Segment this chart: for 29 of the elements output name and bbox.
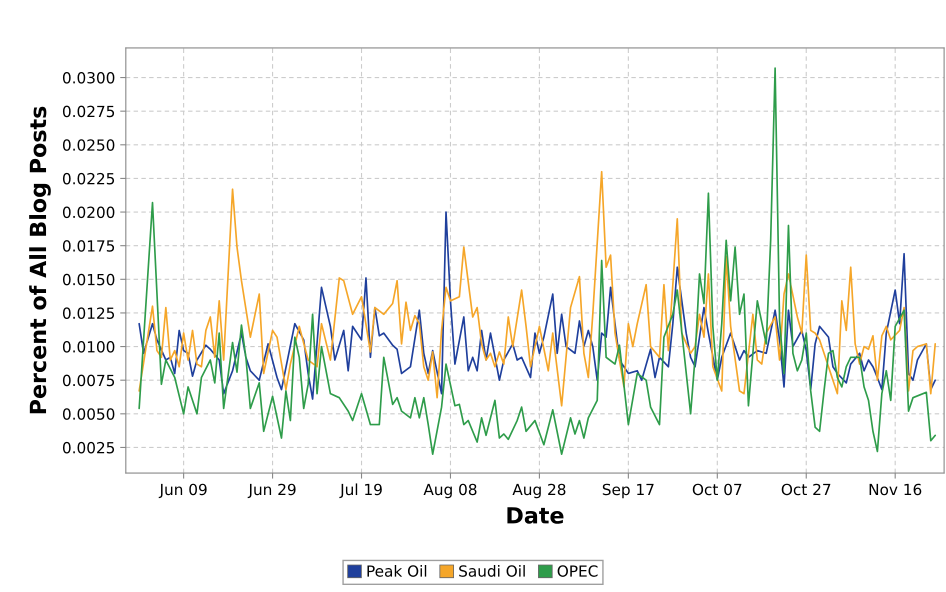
x-tick-label: Jun 29 bbox=[248, 484, 296, 498]
line-series bbox=[138, 170, 936, 407]
x-tick-label: Jul 19 bbox=[339, 483, 382, 498]
y-tick-label: 0.0150 bbox=[62, 274, 114, 286]
y-tick-label: 0.0175 bbox=[62, 240, 114, 252]
y-tick-label: 0.0250 bbox=[62, 139, 114, 151]
y-tick-label: 0.0100 bbox=[62, 341, 114, 353]
y-tick-label: 0.0225 bbox=[62, 172, 114, 184]
y-tick-label: 0.0075 bbox=[62, 374, 114, 386]
x-tick-label: Oct 07 bbox=[692, 484, 742, 496]
x-tick-label: Aug 28 bbox=[512, 484, 566, 498]
y-axis-title: Percent of All Blog Posts bbox=[29, 106, 51, 414]
legend-label: Peak Oil bbox=[367, 564, 426, 577]
x-tick-label: Jun 09 bbox=[158, 484, 207, 498]
x-tick-label: Aug 08 bbox=[424, 484, 476, 498]
y-tick-label: 0.0025 bbox=[62, 442, 114, 454]
x-tick-label: Nov 16 bbox=[870, 484, 922, 496]
legend-label: Saudi Oil bbox=[459, 564, 525, 577]
x-tick-label: Oct 27 bbox=[782, 484, 830, 496]
line-series bbox=[138, 67, 936, 456]
y-tick-label: 0.0050 bbox=[62, 408, 114, 420]
y-tick-label: 0.0125 bbox=[62, 307, 114, 319]
y-tick-label: 0.0200 bbox=[62, 206, 114, 218]
y-tick-label: 0.0275 bbox=[62, 106, 114, 118]
x-tick-label: Sep 17 bbox=[602, 484, 654, 498]
legend-label: OPEC bbox=[558, 565, 598, 577]
line-series bbox=[138, 211, 936, 400]
x-axis-title: Date bbox=[507, 507, 564, 524]
y-tick-label: 0.0300 bbox=[62, 72, 114, 84]
